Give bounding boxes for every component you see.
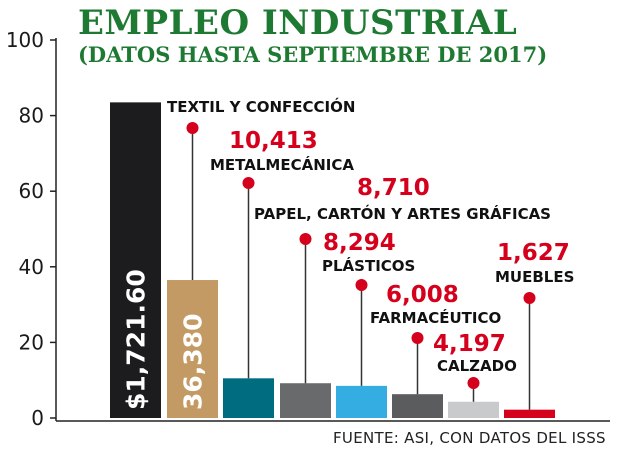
callout-marker — [411, 332, 424, 344]
bar — [167, 280, 218, 418]
y-tick-label: 0 — [31, 406, 44, 430]
bar — [504, 409, 555, 418]
value-label: 8,294 — [323, 230, 396, 256]
callout-marker — [299, 233, 312, 245]
callout-marker — [242, 177, 255, 189]
category-label: TEXTIL Y CONFECCIÓN — [167, 97, 355, 116]
callout-marker — [186, 122, 199, 134]
category-label: FARMACÉUTICO — [370, 308, 501, 327]
y-tick-label: 100 — [6, 28, 44, 52]
bar — [336, 385, 387, 418]
y-tick-label: 20 — [19, 330, 44, 354]
category-label: MUEBLES — [495, 268, 574, 286]
value-label: 10,413 — [229, 128, 318, 154]
bar — [110, 102, 161, 419]
chart-subtitle: (DATOS HASTA SEPTIEMBRE DE 2017) — [78, 42, 548, 67]
bar — [223, 378, 274, 418]
bar — [392, 394, 443, 418]
chart-title: EMPLEO INDUSTRIAL — [78, 3, 518, 43]
y-tick-label: 80 — [19, 104, 44, 128]
source-note: FUENTE: ASI, CON DATOS DEL ISSS — [333, 429, 606, 447]
value-label: 4,197 — [433, 331, 506, 357]
y-tick-label: 60 — [19, 179, 44, 203]
bar-inside-label: $1,721.60 — [122, 269, 151, 410]
category-label: PLÁSTICOS — [322, 256, 415, 275]
value-label: 1,627 — [497, 240, 570, 266]
category-label: CALZADO — [437, 357, 517, 375]
category-label: METALMECÁNICA — [210, 155, 354, 174]
callout-marker — [467, 377, 480, 389]
bar-inside-label: 36,380 — [179, 314, 208, 410]
value-label: 8,710 — [357, 175, 430, 201]
category-label: PAPEL, CARTÓN Y ARTES GRÁFICAS — [254, 204, 551, 223]
y-tick-label: 40 — [19, 255, 44, 279]
bar — [280, 383, 331, 418]
bar — [448, 401, 499, 418]
value-label: 6,008 — [386, 282, 459, 308]
callout-marker — [523, 292, 536, 304]
callout-marker — [355, 279, 368, 291]
